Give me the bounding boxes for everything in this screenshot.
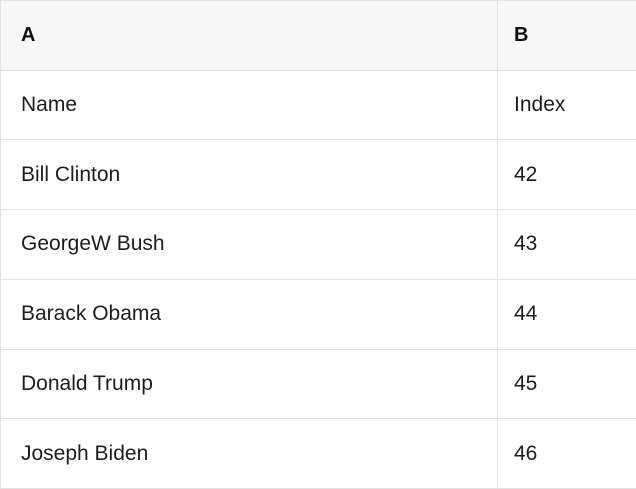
table-cell[interactable]: 43 bbox=[498, 210, 636, 280]
cell-index-header[interactable]: Index bbox=[498, 70, 636, 141]
table-cell[interactable]: GeorgeW Bush bbox=[1, 210, 498, 280]
table-cell[interactable]: 46 bbox=[498, 419, 636, 489]
column-header-b[interactable]: B bbox=[498, 1, 636, 71]
table-cell[interactable]: Bill Clinton bbox=[1, 140, 498, 211]
table-cell[interactable]: Donald Trump bbox=[1, 349, 498, 420]
table-cell[interactable]: Joseph Biden bbox=[1, 419, 498, 489]
column-header-a[interactable]: A bbox=[1, 1, 498, 71]
cell-name-header[interactable]: Name bbox=[1, 70, 498, 141]
table-cell[interactable]: 42 bbox=[498, 140, 636, 211]
table-cell[interactable]: 45 bbox=[498, 349, 636, 420]
table-cell[interactable]: Barack Obama bbox=[1, 279, 498, 350]
table-cell[interactable]: 44 bbox=[498, 279, 636, 350]
